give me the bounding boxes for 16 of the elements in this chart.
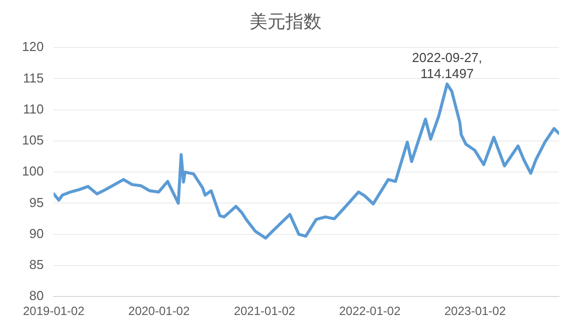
y-tick-label: 90 <box>29 226 44 241</box>
y-tick-label: 100 <box>22 164 44 179</box>
y-tick-label: 115 <box>22 70 44 86</box>
chart-title: 美元指数 <box>250 11 322 32</box>
y-tick-label: 105 <box>22 132 44 148</box>
y-tick-label: 95 <box>29 194 44 210</box>
x-tick-label: 2020-01-02 <box>128 304 190 318</box>
y-tick-label: 85 <box>29 257 44 272</box>
y-tick-label: 80 <box>29 288 44 304</box>
x-tick-label: 2023-01-02 <box>444 304 506 318</box>
x-tick-label: 2019-01-02 <box>22 304 85 318</box>
annotation: 2022-09-27, 114.1497 <box>412 50 482 82</box>
x-tick-label: 2022-01-02 <box>339 304 401 318</box>
x-tick-label: 2021-01-02 <box>234 304 296 318</box>
y-tick-label: 110 <box>22 101 44 116</box>
y-tick-label: 120 <box>22 39 44 54</box>
